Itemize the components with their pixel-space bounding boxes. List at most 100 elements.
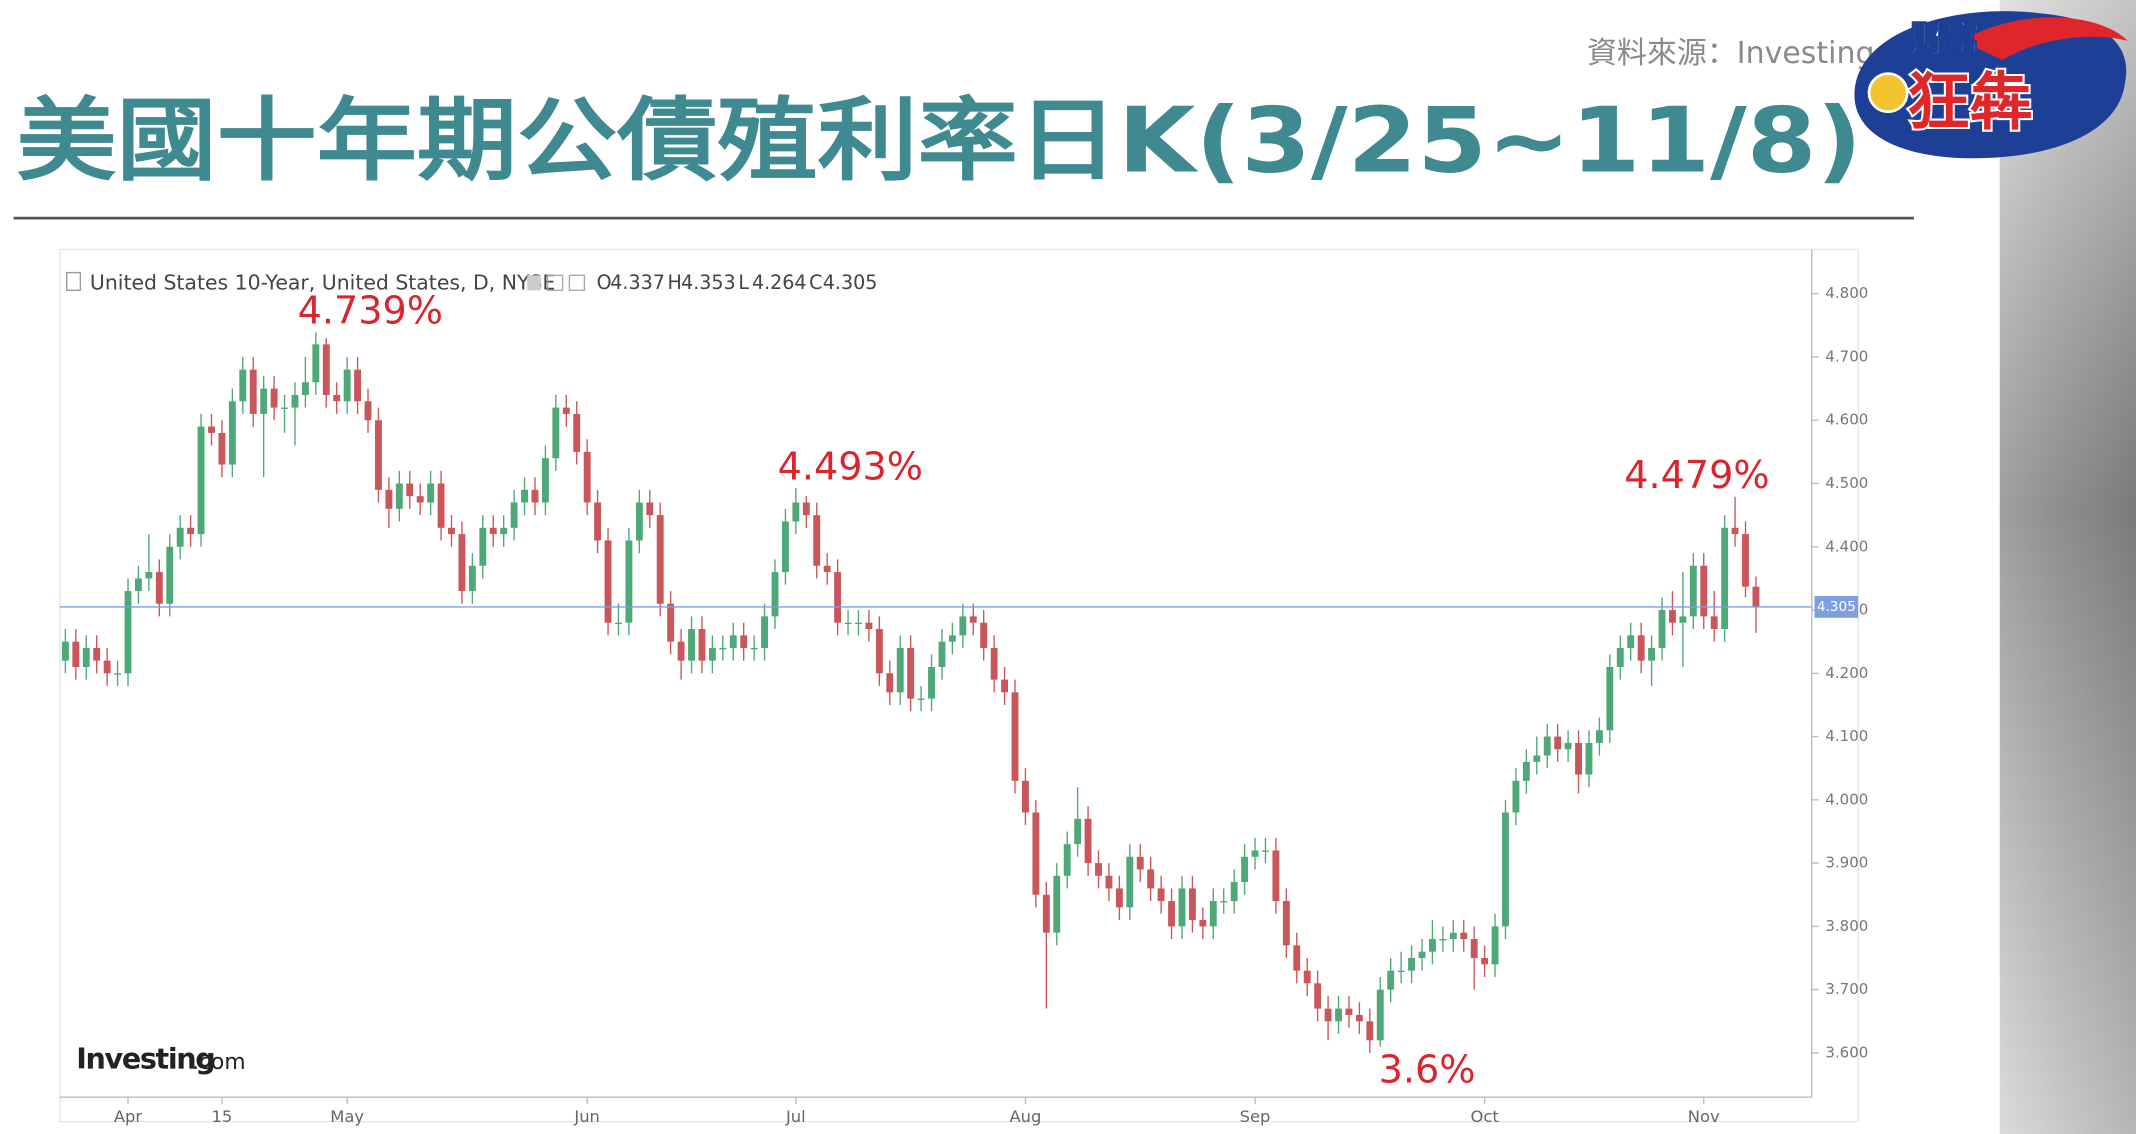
candle-body <box>155 572 163 604</box>
annotation: 4.739% <box>298 289 443 333</box>
candle-body <box>698 629 706 661</box>
candle-body <box>61 641 69 661</box>
candle-body <box>1648 648 1656 661</box>
candle-body <box>959 616 967 636</box>
candle-body <box>93 648 101 661</box>
ohlc-header: O4.337 H 4.353 L 4.264 C 4.305 <box>527 272 877 294</box>
candle-body <box>458 534 466 592</box>
x-tick-label: Jun <box>573 1107 600 1126</box>
candle-body <box>1345 1008 1353 1015</box>
candle-body <box>176 527 184 547</box>
candle-body <box>750 648 758 650</box>
candle-body <box>1095 863 1102 876</box>
x-tick-label: Sep <box>1240 1107 1271 1126</box>
candle-body <box>1554 736 1562 750</box>
candle-body <box>1230 882 1238 902</box>
candle-body <box>855 622 862 625</box>
candle-body <box>875 629 883 674</box>
candle-body <box>406 483 414 497</box>
y-tick-label: 4.100 <box>1825 727 1868 745</box>
candle-body <box>228 401 236 465</box>
candle-body <box>364 401 372 421</box>
y-tick-label: 3.600 <box>1825 1043 1868 1061</box>
candle-body <box>1679 616 1687 623</box>
candle-body <box>1115 888 1123 908</box>
instrument: United States 10-Year, United States, D,… <box>90 270 555 294</box>
candle-body <box>427 483 435 503</box>
candle-body <box>1314 983 1322 1009</box>
y-tick-label: 4.700 <box>1825 347 1868 365</box>
x-tick-label: Nov <box>1688 1107 1720 1126</box>
logo-swoosh <box>1961 17 2128 60</box>
candle-body <box>1042 894 1050 933</box>
candle-body <box>1449 932 1457 940</box>
annotation: 4.479% <box>1624 453 1769 497</box>
ohlc-value: 4.337 <box>610 272 665 294</box>
candle-body <box>1032 812 1040 895</box>
candle-body <box>333 394 341 402</box>
candle-body <box>395 483 403 509</box>
candle-body <box>615 622 622 625</box>
candle-body <box>1303 970 1311 984</box>
candle-body <box>270 388 278 408</box>
header-icon <box>568 274 586 291</box>
candle-body <box>552 407 560 459</box>
candle-body <box>510 502 518 528</box>
candle-body <box>72 641 80 667</box>
candle-body <box>1742 534 1749 587</box>
candle-body <box>604 540 612 623</box>
logo-top: 財富 <box>1910 19 1981 60</box>
candle-body <box>1564 742 1572 750</box>
candle-body <box>1126 856 1134 908</box>
candle-body <box>1627 635 1635 649</box>
ohlc-value: 4.305 <box>823 272 878 294</box>
candle-body <box>792 502 800 522</box>
candle-body <box>938 641 946 667</box>
candle-body <box>103 660 111 674</box>
candle-body <box>677 641 685 661</box>
candle-body <box>1168 901 1175 927</box>
watermark-brand: Investing <box>76 1041 214 1075</box>
x-tick-label: Oct <box>1470 1107 1499 1126</box>
candle-body <box>813 515 821 566</box>
candle-body <box>1533 755 1541 762</box>
candle-body <box>708 648 716 661</box>
candle-body <box>1428 939 1436 952</box>
candle-body <box>1366 1021 1374 1041</box>
y-tick-label: 4.600 <box>1825 411 1868 429</box>
candle-body <box>1063 844 1071 876</box>
candle-body <box>291 394 299 408</box>
candle-body <box>1011 692 1019 781</box>
title: 美國十年期公債殖利率日K(3/25~11/8) <box>16 90 1862 194</box>
candle-body <box>1376 989 1384 1041</box>
candle-body <box>969 616 977 623</box>
candle-body <box>583 451 591 503</box>
x-tick-label: 15 <box>212 1107 233 1126</box>
logo-shape <box>1854 11 2127 159</box>
candle-body <box>562 407 570 414</box>
candle-body <box>1251 850 1259 857</box>
candle-body <box>1105 875 1113 889</box>
candle-body <box>385 489 393 509</box>
candle-body <box>1522 761 1530 781</box>
candle-body <box>802 502 810 516</box>
candle-body <box>208 426 215 433</box>
candle-body <box>448 527 455 535</box>
candle-body <box>1700 565 1708 617</box>
logo-bottom: 狂犇 <box>1907 65 2032 138</box>
candle-body <box>343 369 351 402</box>
candle-body <box>1658 610 1666 649</box>
candle-body <box>1595 730 1603 743</box>
candle-body <box>688 629 695 661</box>
price-tag <box>1814 595 1859 618</box>
ohlc-prefix: H <box>668 272 682 294</box>
candle-body <box>980 622 988 649</box>
candle-body <box>573 413 581 452</box>
ohlc-value: 4.353 <box>681 272 736 294</box>
candle-body <box>521 489 528 503</box>
candle-body <box>1481 958 1489 965</box>
candle-body <box>667 603 675 642</box>
candle-body <box>990 648 998 680</box>
candle-body <box>781 521 789 573</box>
candle-body <box>1512 780 1520 813</box>
